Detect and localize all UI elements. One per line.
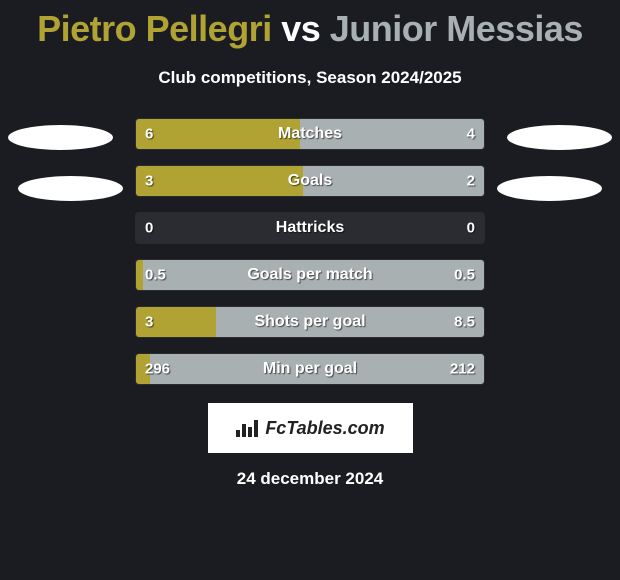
vs-label: vs <box>281 8 320 49</box>
stat-row: 0 0 Hattricks <box>135 212 485 244</box>
stat-label: Goals per match <box>247 266 372 284</box>
stat-value-left: 0 <box>145 220 153 237</box>
stat-value-right: 0.5 <box>454 267 475 284</box>
stat-value-right: 8.5 <box>454 314 475 331</box>
stat-bar-left <box>136 119 300 149</box>
brand-text: FcTables.com <box>265 418 384 439</box>
stat-value-right: 212 <box>450 361 475 378</box>
stat-value-right: 0 <box>467 220 475 237</box>
stat-row: 296 212 Min per goal <box>135 353 485 385</box>
player2-name: Junior Messias <box>330 8 583 49</box>
stat-value-left: 0.5 <box>145 267 166 284</box>
player1-name: Pietro Pellegri <box>37 8 272 49</box>
stat-label: Shots per goal <box>254 313 365 331</box>
stat-value-left: 6 <box>145 126 153 143</box>
stat-value-left: 3 <box>145 173 153 190</box>
date-label: 24 december 2024 <box>0 469 620 489</box>
stat-bar-left <box>136 166 303 196</box>
player1-badge-shadow-1 <box>8 125 113 150</box>
player1-badge-shadow-2 <box>18 176 123 201</box>
stat-label: Hattricks <box>276 219 344 237</box>
player2-badge-shadow-2 <box>497 176 602 201</box>
bar-chart-icon <box>235 418 263 438</box>
stat-value-left: 3 <box>145 314 153 331</box>
stat-value-right: 2 <box>467 173 475 190</box>
stat-bar-left <box>136 260 143 290</box>
stat-label: Min per goal <box>263 360 357 378</box>
stat-value-left: 296 <box>145 361 170 378</box>
stat-row: 6 4 Matches <box>135 118 485 150</box>
stat-row: 3 2 Goals <box>135 165 485 197</box>
stat-label: Goals <box>288 172 332 190</box>
stat-value-right: 4 <box>467 126 475 143</box>
stat-row: 3 8.5 Shots per goal <box>135 306 485 338</box>
stats-chart: 6 4 Matches 3 2 Goals 0 0 Hattricks 0.5 0.5 Goals p… <box>135 118 485 385</box>
comparison-title: Pietro Pellegri vs Junior Messias <box>0 0 620 50</box>
brand-box: FcTables.com <box>208 403 413 453</box>
subtitle: Club competitions, Season 2024/2025 <box>0 68 620 88</box>
stat-row: 0.5 0.5 Goals per match <box>135 259 485 291</box>
player2-badge-shadow-1 <box>507 125 612 150</box>
stat-label: Matches <box>278 125 342 143</box>
